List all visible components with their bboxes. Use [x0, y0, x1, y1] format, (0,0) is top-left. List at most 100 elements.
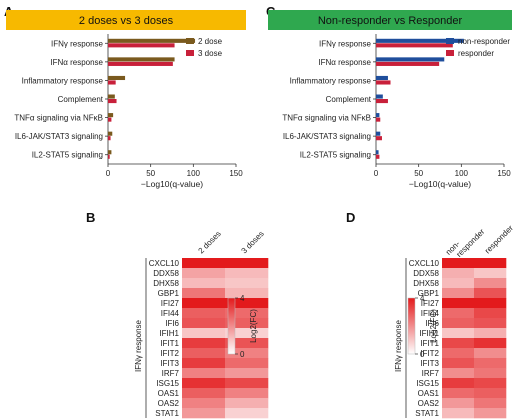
legend-label: non-responder	[458, 37, 510, 46]
heatmap-cell	[225, 358, 269, 369]
heatmap-cell	[225, 318, 269, 329]
gene-label: IFI27	[421, 299, 440, 308]
bar-3-dose	[108, 154, 110, 159]
gene-label: IFI6	[425, 319, 439, 328]
panel-title-banner	[6, 10, 246, 30]
heatmap-cell	[474, 278, 507, 289]
heatmap-cell	[182, 338, 226, 349]
x-tick-label: 0	[374, 169, 379, 178]
heatmap-cell	[474, 368, 507, 379]
heatmap-cell	[442, 328, 475, 339]
bar-2-dose	[108, 150, 112, 155]
heatmap-cell	[442, 398, 475, 409]
x-tick-label: 50	[146, 169, 155, 178]
heatmap-cell	[182, 398, 226, 409]
heatmap-cell	[182, 318, 226, 329]
gene-label: IFIH1	[419, 329, 439, 338]
heatmap-cell	[474, 288, 507, 299]
heatmap-cell	[442, 378, 475, 389]
heatmap-cell	[225, 348, 269, 359]
colorbar-tick-label: 4	[240, 294, 245, 303]
gene-label: IFIT2	[160, 349, 179, 358]
heatmap-cell	[225, 398, 269, 409]
column-label: non-responder	[444, 221, 487, 264]
heatmap-cell	[182, 278, 226, 289]
x-axis-label: −Log10(q-value)	[409, 179, 471, 189]
bar-3-dose	[108, 80, 116, 85]
category-label: IFNα response	[50, 58, 103, 67]
gene-label: IFI44	[421, 309, 440, 318]
category-label: TNFα signaling via NFκB	[282, 114, 371, 123]
panel-title: Non-responder vs Responder	[318, 15, 463, 27]
category-label: TNFα signaling via NFκB	[14, 114, 103, 123]
x-tick-label: 0	[106, 169, 111, 178]
heatmap-cell	[474, 318, 507, 329]
category-label: IFNα response	[318, 58, 371, 67]
gene-label: DHX58	[413, 279, 439, 288]
panel-letter-b: B	[86, 210, 95, 225]
heatmap-cell	[442, 408, 475, 419]
heatmap-cell	[442, 288, 475, 299]
colorbar-label: Log2(FC)	[249, 309, 258, 343]
x-tick-label: 100	[455, 169, 469, 178]
bar-non-responder	[376, 94, 383, 99]
legend-label: responder	[458, 49, 494, 58]
heatmap-cell	[442, 318, 475, 329]
bar-3-dose	[108, 117, 112, 122]
colorbar-tick-label: 0	[420, 350, 425, 359]
bar-2-dose	[108, 94, 115, 99]
gene-label: IRF7	[162, 369, 180, 378]
heatmap-cell	[182, 358, 226, 369]
gene-label: IFIT3	[160, 359, 179, 368]
heatmap-cell	[474, 378, 507, 389]
bar-non-responder	[376, 75, 388, 81]
category-label: Inflammatory response	[22, 76, 104, 85]
heatmap-cell	[182, 258, 226, 269]
heatmap-cell	[442, 358, 475, 369]
bar-non-responder	[376, 113, 380, 118]
colorbar-tick-label: 0	[240, 350, 245, 359]
heatmap-cell	[442, 338, 475, 349]
heatmap-cell	[474, 388, 507, 399]
legend-label: 3 dose	[198, 49, 223, 58]
heatmap-cell	[225, 308, 269, 319]
gene-label: OAS2	[158, 399, 180, 408]
heatmap-cell	[225, 408, 269, 419]
panel-title-banner	[268, 10, 512, 30]
gene-label: IFIT2	[420, 349, 439, 358]
column-label: 3 doses	[240, 229, 266, 255]
colorbar	[407, 297, 416, 355]
gene-label: IFIH1	[159, 329, 179, 338]
legend-swatch	[446, 50, 454, 56]
heatmap-cell	[225, 328, 269, 339]
heatmap-cell	[225, 368, 269, 379]
bar-non-responder	[376, 131, 381, 136]
gene-label: OAS2	[418, 399, 440, 408]
heatmap-cell	[442, 268, 475, 279]
bar-2-dose	[108, 113, 114, 118]
heatmap-cell	[182, 388, 226, 399]
bar-responder	[376, 61, 440, 66]
heatmap-cell	[474, 258, 507, 269]
gene-label: IFI6	[165, 319, 179, 328]
legend-swatch	[186, 50, 194, 56]
bar-responder	[376, 80, 391, 85]
heatmap-cell	[474, 268, 507, 279]
heatmap-cell	[182, 348, 226, 359]
category-label: Complement	[58, 95, 104, 104]
heatmap-cell	[182, 308, 226, 319]
heatmap-cell	[182, 268, 226, 279]
heatmap-cell	[474, 408, 507, 419]
bar-2-dose	[108, 38, 196, 43]
x-tick-label: 150	[497, 169, 511, 178]
heatmap-cell	[225, 388, 269, 399]
x-tick-label: 50	[414, 169, 423, 178]
bar-responder	[376, 99, 388, 104]
heatmap-cell	[182, 408, 226, 419]
panel-letter-d: D	[346, 210, 355, 225]
gene-label: ISG15	[416, 379, 439, 388]
category-label: IFNγ response	[51, 39, 104, 48]
bar-non-responder	[376, 57, 445, 62]
bar-responder	[376, 154, 380, 159]
bar-2-dose	[108, 131, 113, 136]
